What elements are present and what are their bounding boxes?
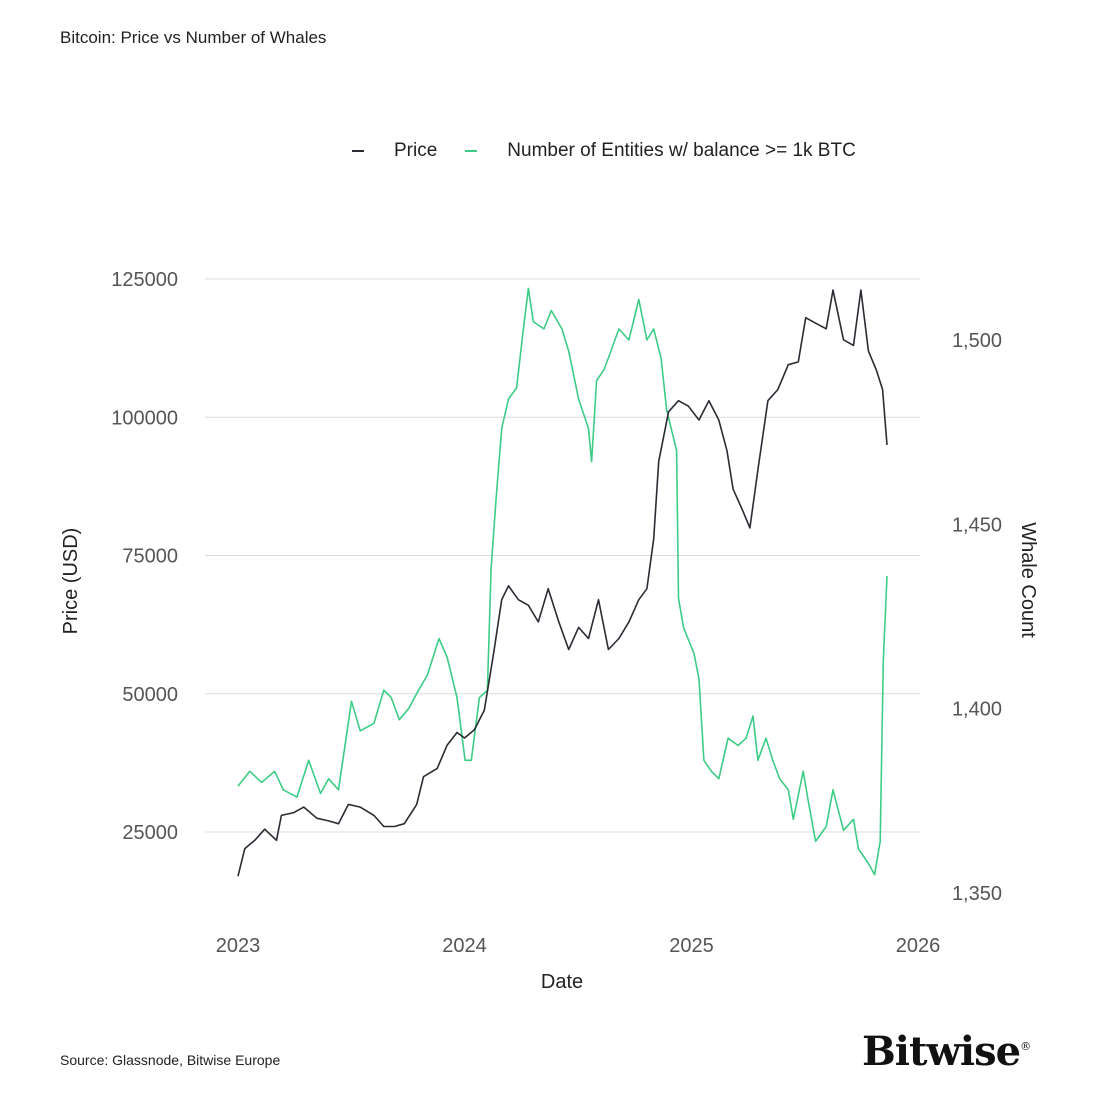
x-tick-label: 2024 — [442, 935, 487, 957]
y2-tick-label: 1,500 — [952, 330, 1002, 352]
chart-title: Bitcoin: Price vs Number of Whales — [60, 28, 327, 47]
price-line — [237, 289, 888, 877]
legend-label-price: Price — [394, 140, 438, 161]
legend-swatch-whales — [465, 150, 478, 152]
legend: Price Number of Entities w/ balance >= 1… — [352, 140, 884, 162]
x-tick-label: 2025 — [669, 935, 714, 957]
legend-item-price: Price — [352, 140, 437, 162]
y2-tick-label: 1,450 — [952, 514, 1002, 536]
y-tick-label: 125000 — [111, 269, 178, 291]
whale-count-line — [237, 287, 888, 876]
x-tick-label: 2023 — [216, 935, 261, 957]
y2-tick-label: 1,400 — [952, 699, 1002, 721]
source-note: Source: Glassnode, Bitwise Europe — [60, 1052, 281, 1068]
y2-tick-label: 1,350 — [952, 883, 1002, 905]
x-tick-label: 2026 — [896, 935, 941, 957]
logo-text: Bitwise — [862, 1028, 1021, 1075]
y2-axis-label: Whale Count — [1017, 522, 1039, 638]
legend-label-whales: Number of Entities w/ balance >= 1k BTC — [507, 140, 856, 161]
legend-swatch-price — [352, 150, 364, 152]
bitwise-logo: Bitwise® — [862, 1028, 1031, 1075]
x-axis-label: Date — [541, 971, 583, 993]
legend-item-whales: Number of Entities w/ balance >= 1k BTC — [465, 140, 856, 162]
y-tick-label: 50000 — [122, 684, 178, 706]
y-tick-label: 75000 — [122, 546, 178, 568]
y-axis-label: Price (USD) — [60, 528, 82, 635]
y-tick-label: 100000 — [111, 407, 178, 429]
y-tick-label: 25000 — [122, 822, 178, 844]
